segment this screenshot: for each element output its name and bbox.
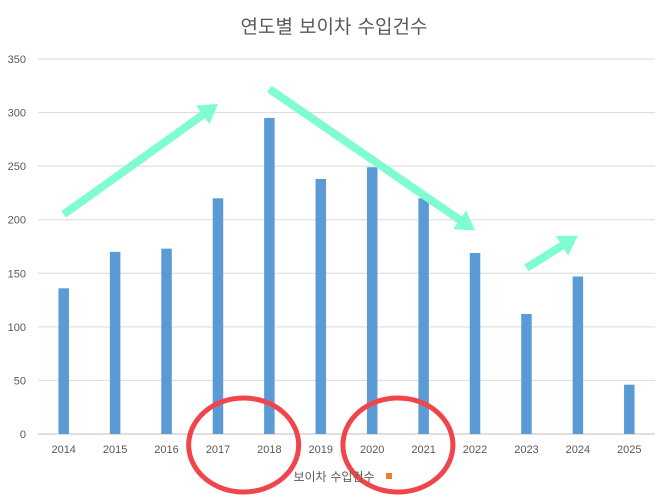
x-tick-label: 2019 xyxy=(309,444,333,456)
gridlines xyxy=(38,58,655,435)
y-tick-label: 150 xyxy=(8,268,26,280)
highlight-circle xyxy=(340,395,456,495)
y-tick-label: 350 xyxy=(8,54,26,66)
highlight-circle xyxy=(186,395,302,495)
x-tick-label: 2024 xyxy=(566,444,590,456)
x-tick-label: 2023 xyxy=(514,444,538,456)
legend-marker xyxy=(386,473,392,479)
bar xyxy=(315,179,327,434)
bar xyxy=(212,198,224,434)
x-tick-label: 2018 xyxy=(257,444,281,456)
annotations xyxy=(61,85,578,495)
bar xyxy=(418,198,429,434)
trend-arrow xyxy=(267,85,476,231)
legend-label: 보이차 수입건수 xyxy=(293,470,374,484)
y-axis-ticks: 0 50 100 150 200 250 300 350 xyxy=(8,54,26,441)
bars xyxy=(58,117,635,434)
y-tick-label: 200 xyxy=(8,215,26,227)
y-tick-label: 0 xyxy=(20,429,26,441)
x-tick-label: 2025 xyxy=(617,444,641,456)
x-tick-label: 2014 xyxy=(51,444,75,456)
bar xyxy=(161,248,172,434)
bar xyxy=(366,167,378,434)
x-tick-label: 2021 xyxy=(411,444,435,456)
legend: 보이차 수입건수 xyxy=(293,470,392,484)
y-tick-label: 100 xyxy=(8,322,26,334)
y-tick-label: 300 xyxy=(8,108,26,120)
trend-arrow xyxy=(524,235,578,272)
bar xyxy=(264,117,275,434)
bar xyxy=(624,384,635,434)
bar xyxy=(109,251,121,434)
trend-arrow xyxy=(61,104,218,218)
bar xyxy=(572,276,584,434)
y-tick-label: 250 xyxy=(8,161,26,173)
bar xyxy=(58,288,69,434)
x-tick-label: 2020 xyxy=(360,444,384,456)
x-tick-label: 2022 xyxy=(463,444,487,456)
x-axis-ticks: 2014 2015 2016 2017 2018 2019 2020 2021 2022 2023… xyxy=(51,444,641,456)
chart-title: 연도별 보이차 수입건수 xyxy=(241,16,428,38)
y-tick-label: 50 xyxy=(14,375,26,387)
x-tick-label: 2017 xyxy=(206,444,230,456)
x-tick-label: 2015 xyxy=(103,444,127,456)
x-tick-label: 2016 xyxy=(154,444,178,456)
bar xyxy=(469,252,481,434)
bar xyxy=(521,314,532,434)
